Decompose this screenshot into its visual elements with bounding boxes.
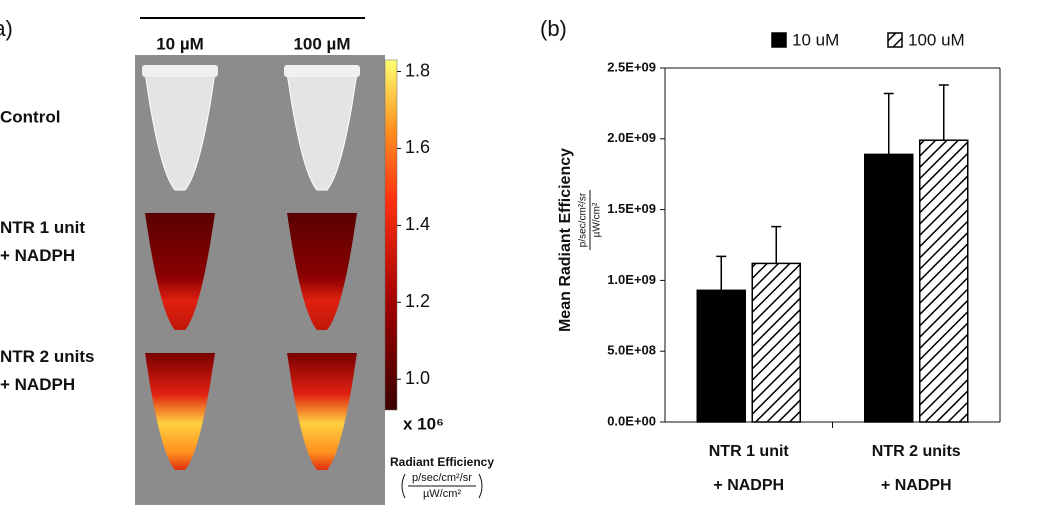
x-tick-label: NTR 2 units + NADPH [872,443,961,494]
y-axis-label: Mean Radiant Efficiency [557,148,574,332]
colorbar-units-num: p/sec/cm²/sr [412,472,472,484]
y-tick-label: 5.0E+08 [607,343,656,358]
column-label: 100 µM [293,34,350,53]
panel-label: (b) [540,16,567,41]
error-bar [771,225,782,264]
column-label: 10 µM [156,34,204,53]
y-tick-label: 2.5E+09 [607,59,656,74]
tube-cap [142,65,218,77]
y-tick-label: 1.0E+09 [607,272,656,287]
row-label: NTR 2 units + NADPH [0,347,94,394]
tube [144,72,216,191]
colorbar-label: Radiant Efficiency [390,455,494,469]
tube [145,353,215,470]
row-label: Control [0,107,60,126]
y-units-den: µW/cm² [592,202,603,237]
row-label: NTR 1 unit + NADPH [0,218,85,265]
x-tick-label: NTR 1 unit + NADPH [709,443,790,494]
y-units: p/sec/cm²/sr µW/cm² [578,190,603,250]
colorbar [384,59,398,411]
bar [696,289,746,423]
paren [401,473,406,499]
paren [478,473,483,499]
colorbar-tick-label: 1.0 [405,368,430,388]
y-tick-label: 2.0E+09 [607,130,656,145]
panel-label: (a) [0,16,13,41]
colorbar-multiplier: x 10⁶ [403,414,444,433]
colorbar-tick-label: 1.8 [405,60,430,80]
colorbar-tick-label: 1.4 [405,214,430,234]
colorbar-tick-label: 1.2 [405,291,430,311]
tube [145,213,215,330]
legend-label: 10 uM [792,30,839,49]
tube-cap [284,65,360,77]
legend-swatch [887,32,903,48]
error-bar [938,84,949,141]
tube [287,213,357,330]
tube [286,72,358,191]
colorbar-units-den: µW/cm² [423,488,461,500]
y-tick-label: 1.5E+09 [607,201,656,216]
error-bar [716,255,727,291]
bar [751,262,801,423]
error-bar [883,92,894,155]
legend-swatch [771,32,787,48]
colorbar-tick-label: 1.6 [405,137,430,157]
bar [919,139,969,423]
y-tick-label: 0.0E+00 [607,413,656,428]
y-units-num: p/sec/cm²/sr [578,192,589,247]
bar [864,153,914,423]
tube [287,353,357,470]
legend-label: 100 uM [908,30,965,49]
